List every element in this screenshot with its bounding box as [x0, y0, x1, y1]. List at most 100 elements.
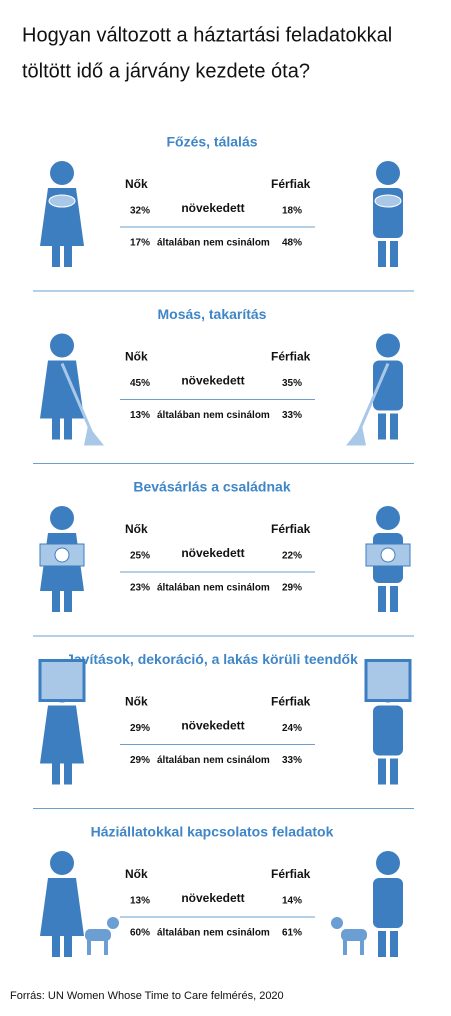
row-label: általában nem csinálom: [157, 755, 270, 766]
women-value: 45%: [130, 378, 150, 389]
women-value: 32%: [130, 206, 150, 217]
women-value: 23%: [130, 583, 150, 594]
men-value: 14%: [282, 896, 302, 907]
leg: [64, 931, 72, 957]
row-label: növekedett: [181, 891, 244, 905]
row-label: általában nem csinálom: [157, 928, 270, 939]
leg: [378, 413, 386, 440]
women-value: 13%: [130, 896, 150, 907]
leg: [64, 586, 72, 612]
leg: [378, 586, 386, 612]
source: Forrás: UN Women Whose Time to Care felm…: [10, 990, 284, 1002]
women-label: Nők: [125, 350, 148, 364]
head: [50, 851, 74, 875]
broom-stick: [356, 362, 390, 435]
men-value: 35%: [282, 378, 302, 389]
woman-figure: [40, 333, 104, 446]
dog-leg: [360, 939, 364, 955]
bowl: [374, 194, 402, 208]
leg: [52, 931, 60, 957]
men-label: Férfiak: [271, 350, 311, 364]
man-figure: [364, 659, 412, 785]
men-label: Férfiak: [271, 522, 311, 536]
head: [376, 333, 400, 358]
man-figure: [346, 333, 403, 446]
section-title: Főzés, tálalás: [166, 134, 257, 150]
men-value: 22%: [282, 551, 302, 562]
row-label: általában nem csinálom: [157, 410, 270, 421]
women-label: Nők: [125, 695, 148, 709]
head: [376, 851, 400, 875]
row-label: általában nem csinálom: [157, 238, 270, 249]
leg: [52, 241, 60, 267]
men-value: 33%: [282, 755, 302, 766]
man-figure: [365, 506, 411, 612]
dress: [40, 705, 84, 764]
women-label: Nők: [125, 177, 148, 191]
dog-leg: [87, 939, 91, 955]
leg: [378, 758, 386, 785]
row-label: növekedett: [181, 719, 244, 733]
dress: [40, 360, 84, 419]
leg: [390, 931, 398, 957]
leg: [52, 413, 60, 440]
head: [50, 506, 74, 530]
leg: [390, 413, 398, 440]
broom-head: [84, 425, 104, 446]
dog-leg: [343, 939, 347, 955]
woman-figure: [40, 851, 119, 957]
women-value: 13%: [130, 410, 150, 421]
torso: [373, 360, 403, 411]
men-label: Férfiak: [271, 695, 311, 709]
torso: [373, 878, 403, 928]
picture-frame: [38, 659, 86, 702]
dog-leg: [104, 939, 108, 955]
bowl: [48, 194, 76, 208]
leg: [52, 758, 60, 785]
woman-figure: [39, 506, 85, 612]
men-value: 29%: [282, 583, 302, 594]
men-value: 61%: [282, 928, 302, 939]
women-value: 25%: [130, 551, 150, 562]
man-figure: [331, 851, 403, 957]
head: [50, 333, 74, 358]
men-value: 18%: [282, 206, 302, 217]
section-title: Háziállatokkal kapcsolatos feladatok: [91, 824, 334, 840]
row-label: növekedett: [181, 374, 244, 388]
row-label: általában nem csinálom: [157, 583, 270, 594]
torso: [373, 705, 403, 756]
coin: [380, 547, 396, 563]
leg: [52, 586, 60, 612]
dress: [40, 878, 84, 936]
section-title: Javítások, dekoráció, a lakás körüli tee…: [66, 651, 358, 667]
row-label: növekedett: [181, 546, 244, 560]
leg: [64, 413, 72, 440]
men-value: 48%: [282, 238, 302, 249]
dog-head: [331, 917, 343, 929]
leg: [390, 758, 398, 785]
head: [50, 161, 74, 185]
men-value: 24%: [282, 723, 302, 734]
dog-body: [341, 929, 367, 941]
women-label: Nők: [125, 867, 148, 881]
row-label: növekedett: [181, 201, 244, 215]
title-line: Hogyan változott a háztartási feladatokk…: [22, 24, 392, 46]
women-value: 29%: [130, 723, 150, 734]
women-value: 29%: [130, 755, 150, 766]
title-line: töltött idő a járvány kezdete óta?: [22, 60, 310, 82]
broom-stick: [60, 362, 94, 435]
leg: [390, 586, 398, 612]
leg: [64, 241, 72, 267]
leg: [378, 241, 386, 267]
women-value: 60%: [130, 928, 150, 939]
head: [376, 506, 400, 530]
dog-body: [85, 929, 111, 941]
woman-figure: [38, 659, 86, 785]
leg: [390, 241, 398, 267]
coin: [54, 547, 70, 563]
picture-frame: [364, 659, 412, 702]
women-value: 17%: [130, 238, 150, 249]
dog-head: [107, 917, 119, 929]
men-value: 33%: [282, 410, 302, 421]
